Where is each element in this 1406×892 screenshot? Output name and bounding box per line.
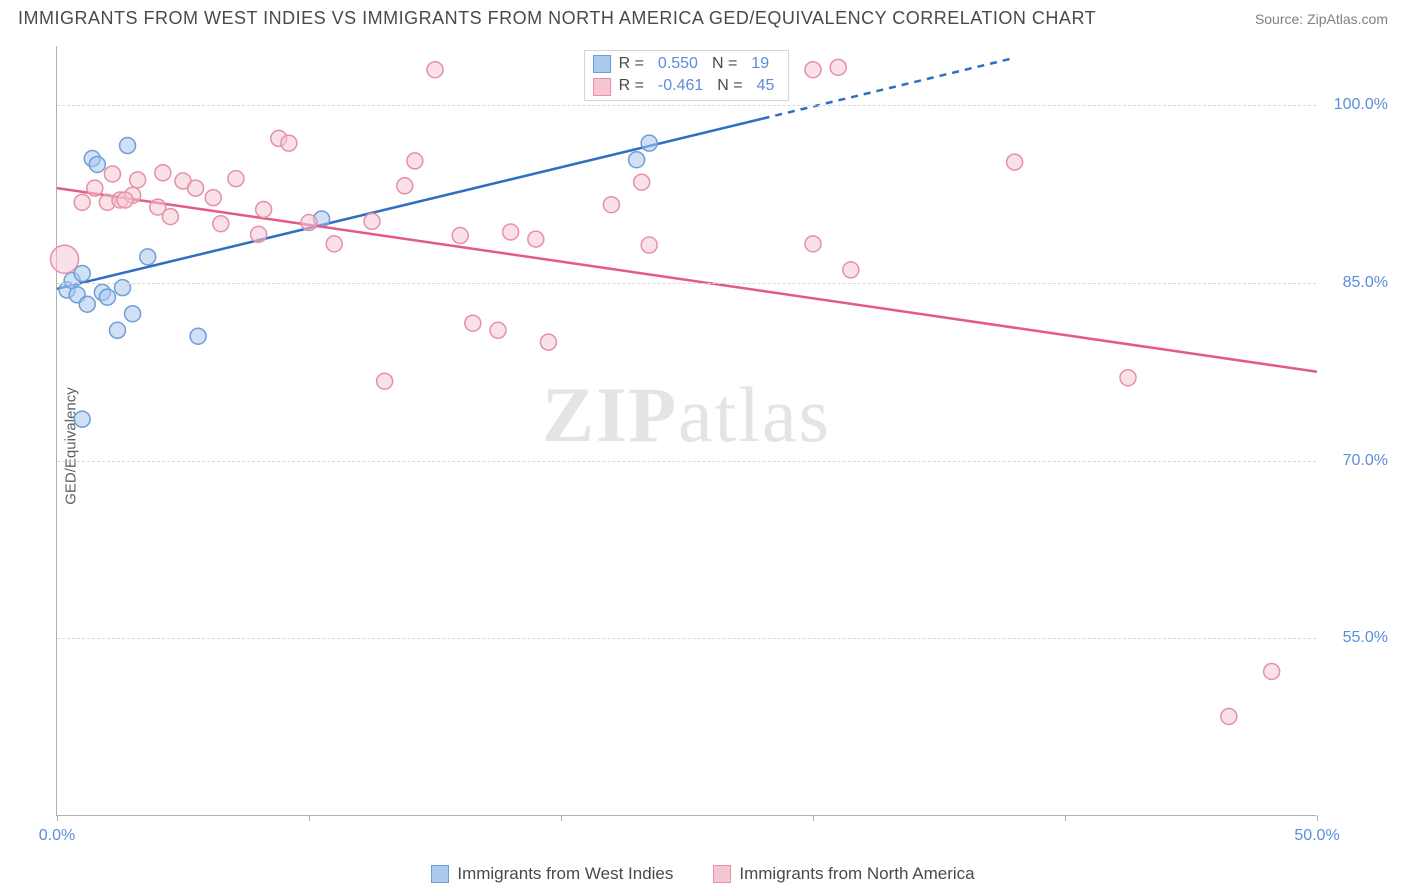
x-tick-label: 0.0% xyxy=(39,827,75,845)
legend-label: Immigrants from North America xyxy=(739,864,974,884)
stat-label: R = xyxy=(619,75,644,97)
data-point xyxy=(89,156,105,172)
data-point xyxy=(465,315,481,331)
chart-legend: Immigrants from West Indies Immigrants fr… xyxy=(0,864,1406,884)
y-tick-label: 55.0% xyxy=(1343,629,1388,647)
legend-label: Immigrants from West Indies xyxy=(457,864,673,884)
data-point xyxy=(74,265,90,281)
data-point xyxy=(377,373,393,389)
data-point xyxy=(87,180,103,196)
data-point xyxy=(397,178,413,194)
chart-title: IMMIGRANTS FROM WEST INDIES VS IMMIGRANT… xyxy=(18,8,1096,29)
legend-swatch xyxy=(713,865,731,883)
chart-header: IMMIGRANTS FROM WEST INDIES VS IMMIGRANT… xyxy=(0,0,1406,33)
data-point xyxy=(490,322,506,338)
data-point xyxy=(188,180,204,196)
x-tick-mark xyxy=(813,815,814,821)
data-point xyxy=(51,245,79,273)
data-point xyxy=(364,213,380,229)
stat-r-value: -0.461 xyxy=(652,75,709,97)
data-point xyxy=(1221,708,1237,724)
stat-n-value: 19 xyxy=(745,53,775,75)
chart-plot-area: ZIPatlas R = 0.550N = 19R = -0.461N = 45… xyxy=(56,46,1316,816)
stat-n-value: 45 xyxy=(751,75,781,97)
gridline xyxy=(57,283,1316,284)
data-point xyxy=(301,215,317,231)
data-point xyxy=(830,59,846,75)
data-point xyxy=(117,192,133,208)
y-tick-label: 70.0% xyxy=(1343,452,1388,470)
correlation-stats-box: R = 0.550N = 19R = -0.461N = 45 xyxy=(584,50,790,101)
stat-r-value: 0.550 xyxy=(652,53,704,75)
data-point xyxy=(213,216,229,232)
legend-item: Immigrants from North America xyxy=(713,864,974,884)
data-point xyxy=(634,174,650,190)
stats-row: R = -0.461 N = 45 xyxy=(593,75,781,97)
x-tick-mark xyxy=(561,815,562,821)
data-point xyxy=(99,289,115,305)
data-point xyxy=(805,62,821,78)
stats-row: R = 0.550 N = 19 xyxy=(593,53,781,75)
data-point xyxy=(629,152,645,168)
legend-swatch xyxy=(593,55,611,73)
data-point xyxy=(109,322,125,338)
data-point xyxy=(1264,663,1280,679)
data-point xyxy=(540,334,556,350)
data-point xyxy=(843,262,859,278)
data-point xyxy=(74,411,90,427)
data-point xyxy=(326,236,342,252)
stat-label: N = xyxy=(717,75,742,97)
x-tick-mark xyxy=(309,815,310,821)
chart-svg xyxy=(57,46,1316,815)
trend-line-extrapolated xyxy=(763,58,1015,119)
data-point xyxy=(162,209,178,225)
data-point xyxy=(140,249,156,265)
data-point xyxy=(190,328,206,344)
data-point xyxy=(503,224,519,240)
data-point xyxy=(407,153,423,169)
data-point xyxy=(641,135,657,151)
data-point xyxy=(641,237,657,253)
data-point xyxy=(603,197,619,213)
x-tick-label: 50.0% xyxy=(1294,827,1339,845)
gridline xyxy=(57,105,1316,106)
x-tick-mark xyxy=(57,815,58,821)
y-tick-label: 100.0% xyxy=(1334,96,1388,114)
data-point xyxy=(125,306,141,322)
legend-swatch xyxy=(431,865,449,883)
data-point xyxy=(281,135,297,151)
stat-label: N = xyxy=(712,53,737,75)
data-point xyxy=(452,228,468,244)
data-point xyxy=(1007,154,1023,170)
x-tick-mark xyxy=(1065,815,1066,821)
data-point xyxy=(155,165,171,181)
data-point xyxy=(256,201,272,217)
data-point xyxy=(1120,370,1136,386)
y-tick-label: 85.0% xyxy=(1343,274,1388,292)
data-point xyxy=(228,171,244,187)
data-point xyxy=(120,138,136,154)
gridline xyxy=(57,461,1316,462)
chart-source: Source: ZipAtlas.com xyxy=(1255,11,1388,27)
data-point xyxy=(251,226,267,242)
data-point xyxy=(79,296,95,312)
stat-label: R = xyxy=(619,53,644,75)
data-point xyxy=(805,236,821,252)
data-point xyxy=(74,194,90,210)
gridline xyxy=(57,638,1316,639)
legend-item: Immigrants from West Indies xyxy=(431,864,673,884)
legend-swatch xyxy=(593,78,611,96)
data-point xyxy=(205,190,221,206)
data-point xyxy=(104,166,120,182)
trend-line xyxy=(57,188,1317,372)
x-tick-mark xyxy=(1317,815,1318,821)
data-point xyxy=(528,231,544,247)
data-point xyxy=(130,172,146,188)
data-point xyxy=(427,62,443,78)
